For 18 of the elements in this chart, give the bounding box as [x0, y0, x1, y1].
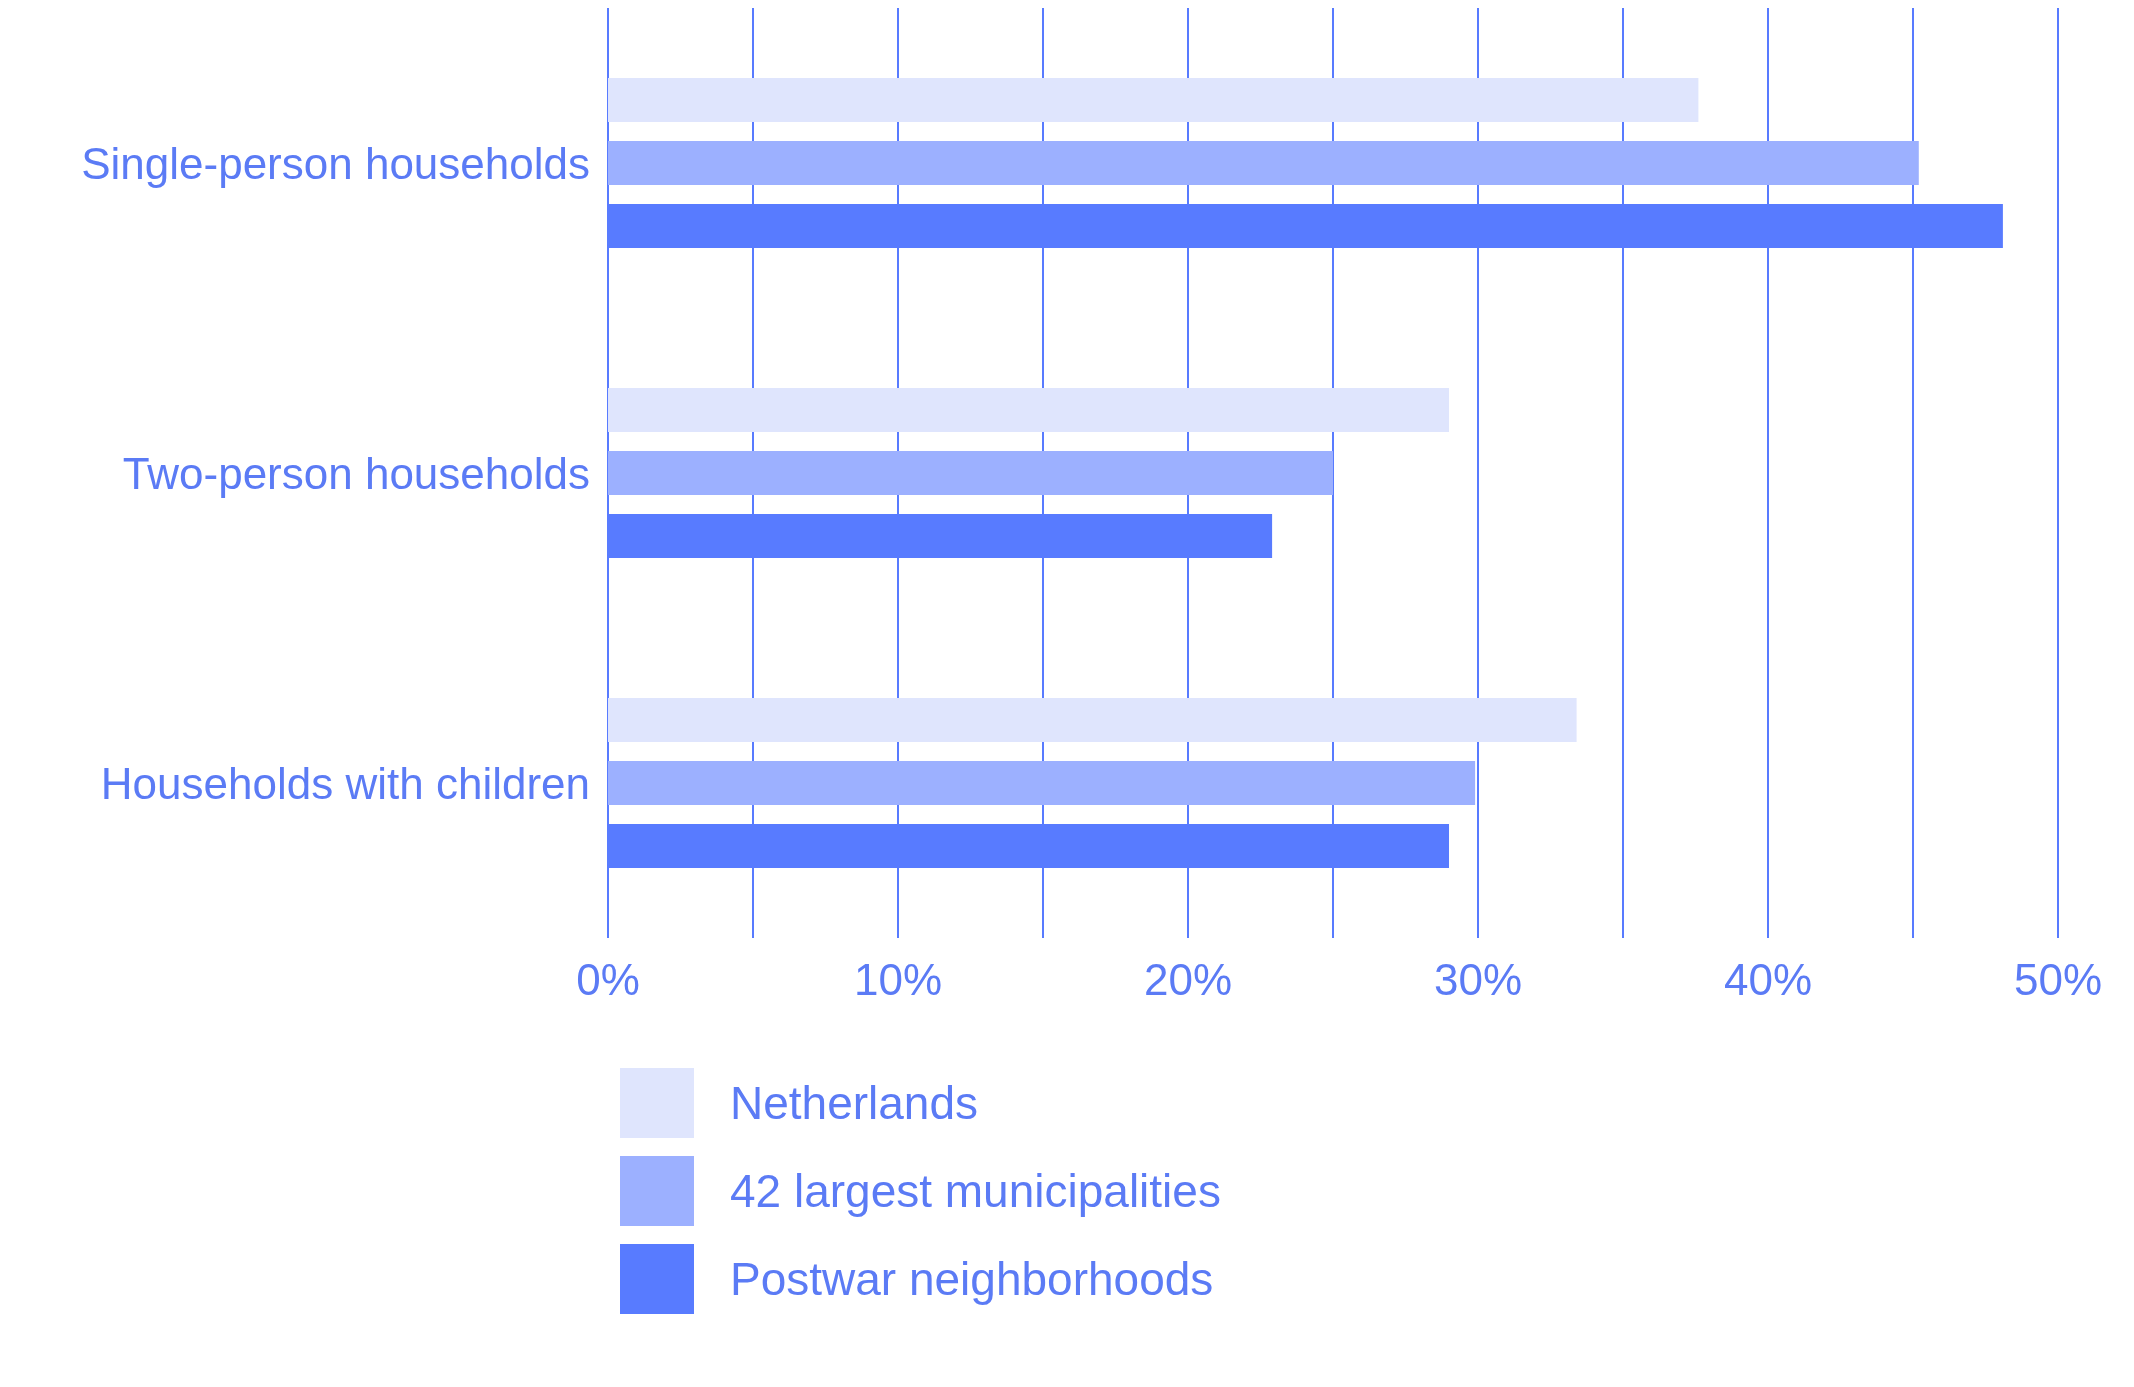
bar — [608, 698, 1577, 742]
y-tick-label: Households with children — [100, 758, 590, 808]
x-tick-label: 20% — [1143, 955, 1233, 1005]
legend-label: Netherlands — [730, 1076, 979, 1130]
bar — [608, 451, 1333, 495]
y-tick-label: Single-person households — [81, 138, 590, 188]
x-tick-label: 50% — [2013, 955, 2103, 1005]
bar — [608, 78, 1699, 122]
bar — [608, 141, 1919, 185]
x-tick-label: 0% — [576, 955, 640, 1005]
x-tick-label: 40% — [1723, 955, 1813, 1005]
x-tick-label: 10% — [853, 955, 943, 1005]
y-tick-label: Two-person households — [122, 448, 590, 498]
bar — [608, 388, 1449, 432]
x-tick-label: 30% — [1433, 955, 1523, 1005]
bar — [608, 761, 1476, 805]
legend-label: 42 largest municipalities — [730, 1164, 1221, 1218]
legend-label: Postwar neighborhoods — [730, 1252, 1214, 1306]
